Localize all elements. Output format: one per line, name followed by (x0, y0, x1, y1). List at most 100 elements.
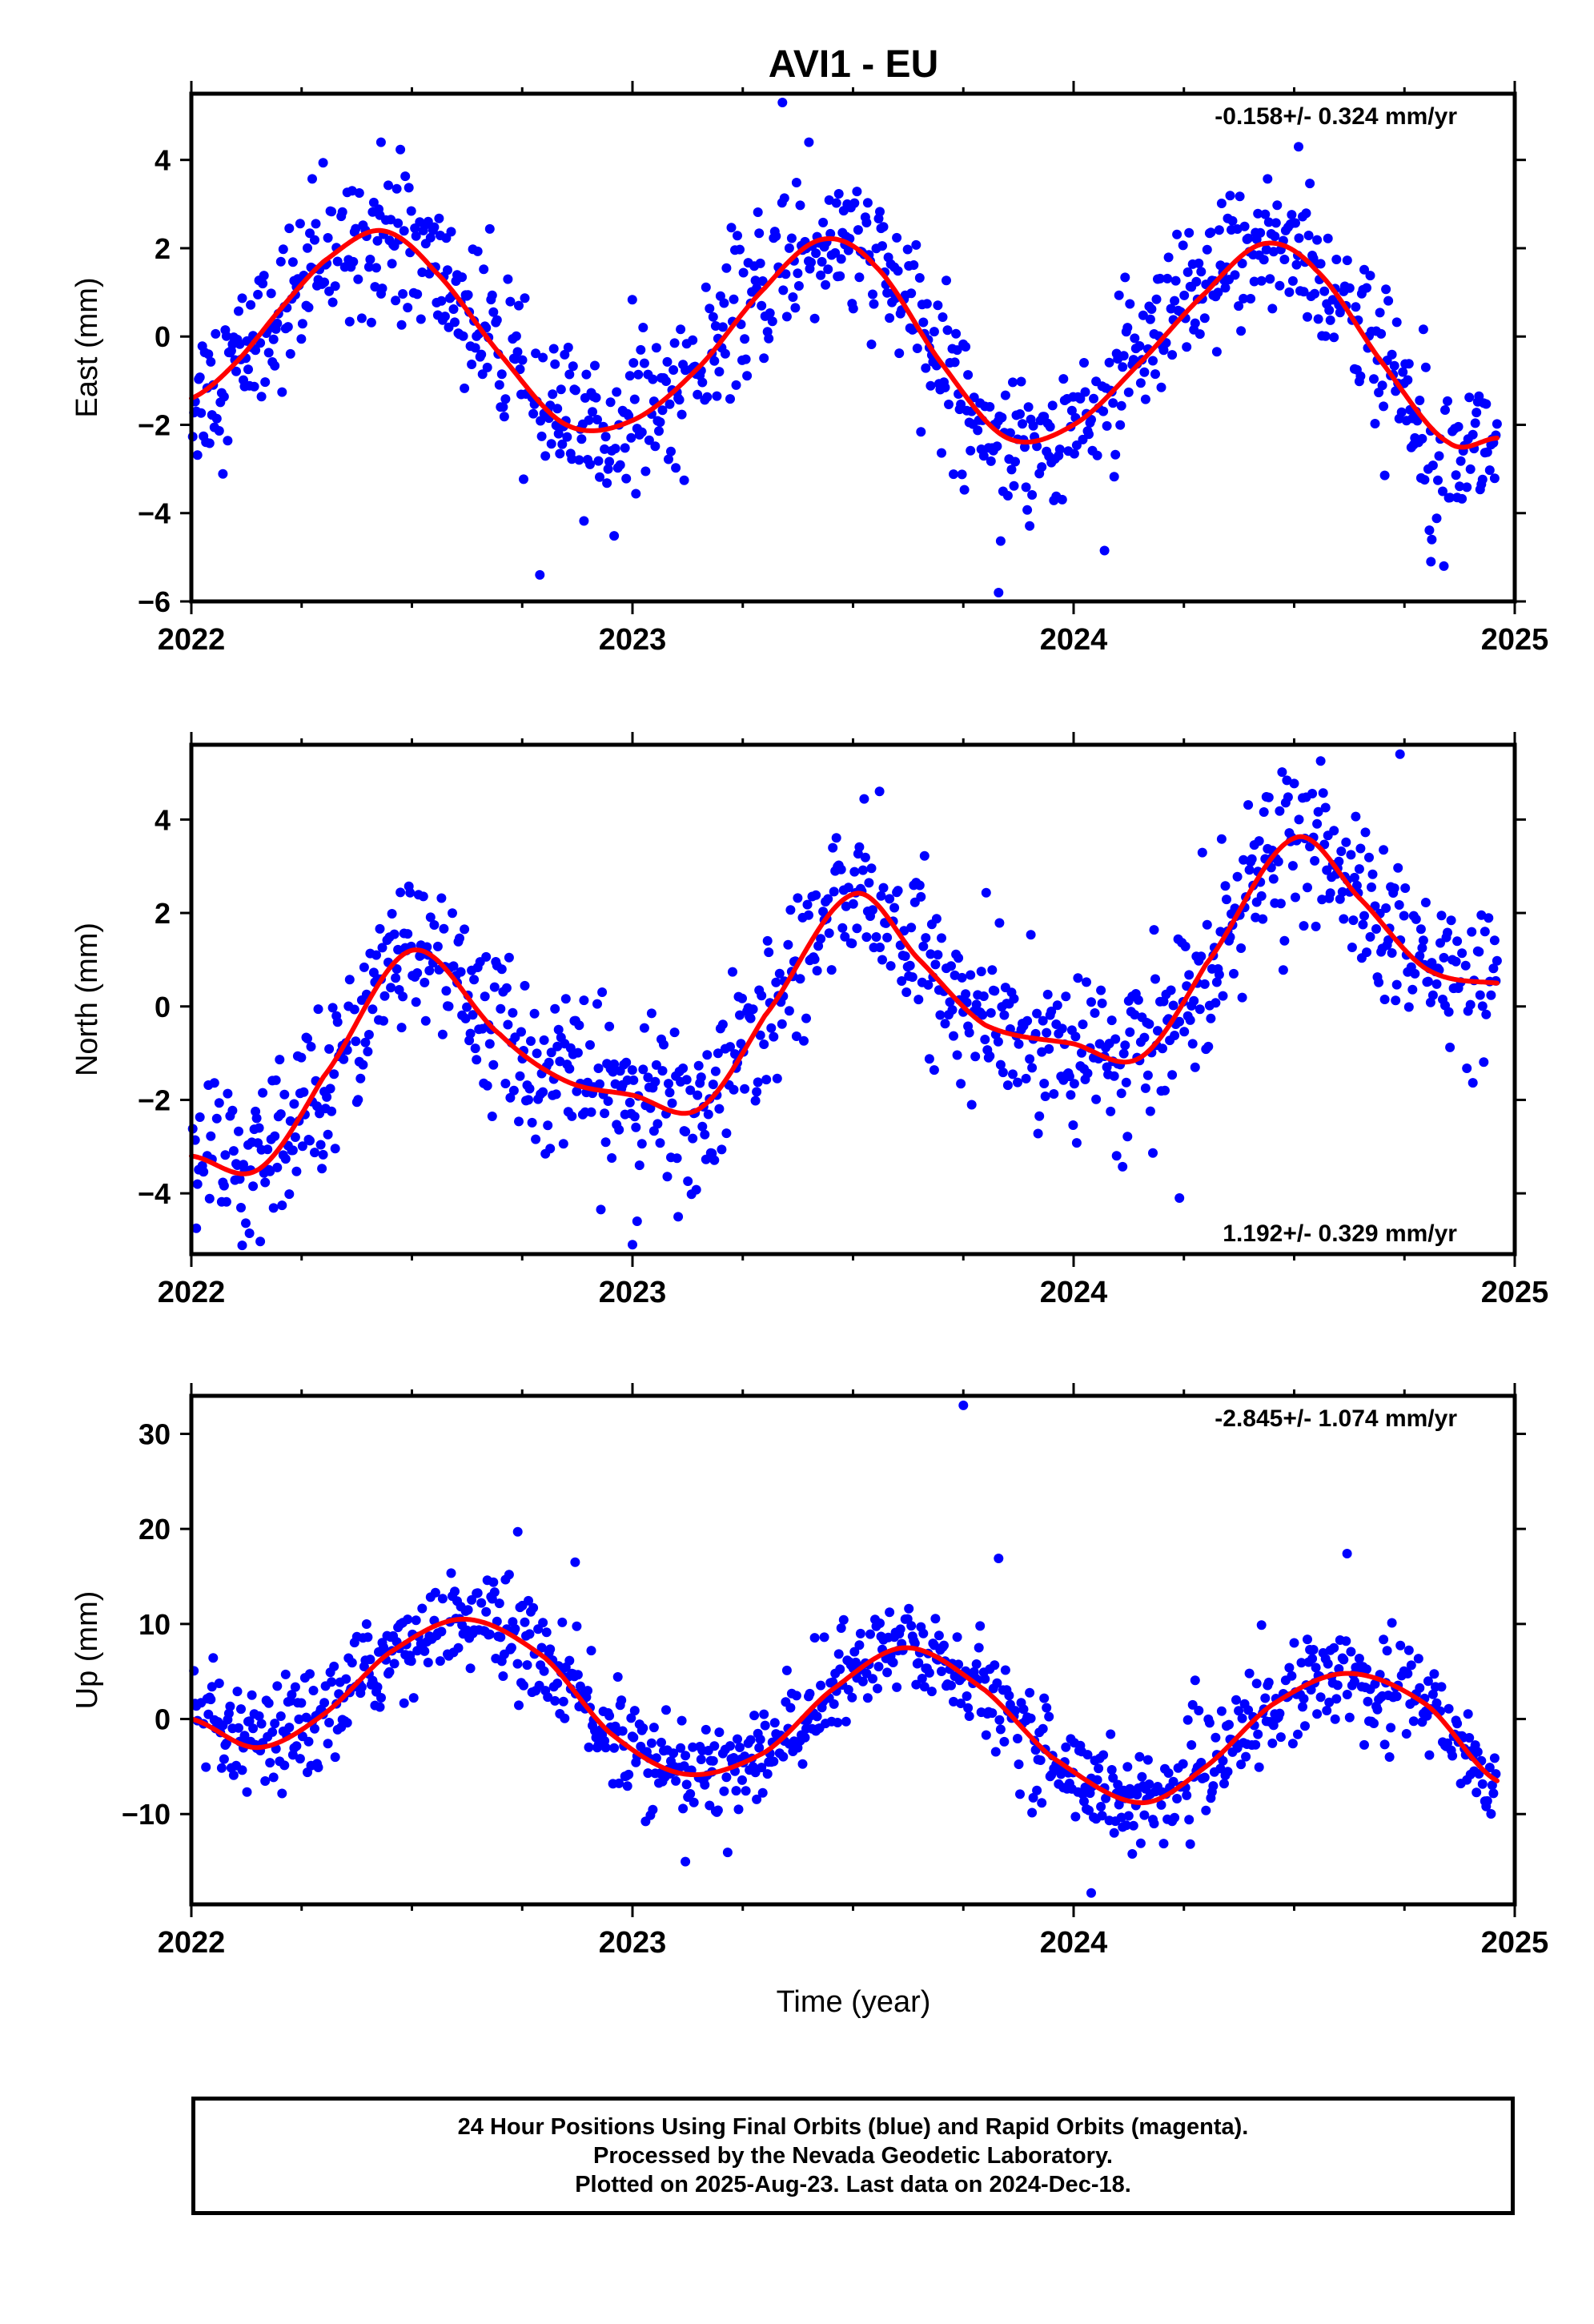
up-data-point (1025, 1687, 1035, 1698)
up-data-point (1219, 1779, 1229, 1789)
north-data-point (791, 1031, 801, 1041)
up-data-point (930, 1614, 941, 1624)
north-data-point (1411, 914, 1421, 924)
east-data-point (1075, 393, 1086, 404)
north-data-point (1040, 1092, 1050, 1101)
up-data-point (624, 1769, 634, 1779)
north-data-point (772, 1073, 782, 1084)
up-data-point (1486, 1809, 1496, 1819)
east-data-point (1415, 396, 1425, 405)
north-data-point (636, 1139, 647, 1149)
north-data-point (930, 959, 941, 970)
east-data-point (702, 392, 713, 402)
east-data-point (1387, 349, 1397, 360)
north-data-point (305, 1136, 315, 1146)
up-data-point (759, 1709, 769, 1719)
north-data-point (1078, 1019, 1088, 1030)
up-data-point (467, 1594, 477, 1605)
east-data-point (662, 356, 673, 367)
north-data-point (1477, 1001, 1488, 1011)
north-data-point (952, 1050, 962, 1060)
up-data-point (463, 1605, 473, 1615)
east-data-point (1492, 419, 1502, 429)
north-data-point (1391, 979, 1402, 990)
up-data-point (1267, 1738, 1278, 1748)
up-data-point (829, 1699, 839, 1709)
north-data-point (1320, 802, 1331, 813)
north-data-point (375, 923, 385, 934)
up-data-point (498, 1671, 508, 1681)
east-data-point (472, 246, 483, 256)
north-data-point (703, 1109, 713, 1120)
north-data-point (412, 968, 423, 978)
north-data-point (468, 1010, 478, 1020)
east-data-point (1489, 473, 1500, 484)
north-data-point (802, 899, 813, 910)
up-data-point (472, 1588, 483, 1598)
north-data-point (387, 909, 397, 919)
east-data-point (1427, 460, 1438, 471)
up-data-point (1218, 1755, 1228, 1766)
north-data-point (439, 923, 449, 934)
east-data-point (1359, 264, 1369, 275)
east-data-point (669, 338, 680, 348)
north-data-point (1145, 1106, 1155, 1116)
north-data-point (945, 997, 955, 1007)
up-data-point (267, 1727, 278, 1737)
east-data-point (603, 464, 613, 474)
east-data-point (570, 385, 580, 396)
east-data-point (1025, 521, 1035, 531)
north-data-point (297, 1141, 307, 1152)
up-data-point (962, 1691, 972, 1701)
east-data-point (894, 348, 905, 359)
up-data-point (1395, 1640, 1406, 1651)
up-data-point (1234, 1706, 1244, 1716)
north-data-point (843, 883, 853, 893)
north-data-point (1362, 947, 1371, 958)
north-data-point (551, 1089, 561, 1100)
east-data-point (214, 426, 224, 436)
up-data-point (242, 1787, 252, 1797)
east-data-point (1310, 288, 1320, 299)
north-data-point (469, 975, 480, 985)
up-data-point (1018, 1704, 1029, 1715)
east-data-point (476, 349, 487, 360)
up-data-point (1362, 1664, 1371, 1675)
north-data-point (918, 941, 929, 951)
east-data-point (1010, 456, 1020, 467)
up-data-point (417, 1603, 428, 1614)
up-data-point (221, 1738, 231, 1748)
up-data-point (430, 1587, 440, 1598)
north-data-point (673, 1212, 684, 1222)
north-data-point (228, 1146, 239, 1156)
east-data-point (604, 456, 615, 467)
east-data-point (969, 392, 979, 403)
east-data-point (1109, 472, 1119, 482)
north-data-point (1144, 1019, 1154, 1029)
up-data-point (519, 1680, 528, 1691)
east-data-point (1362, 283, 1371, 293)
north-data-point (248, 1181, 259, 1192)
north-data-point (391, 973, 401, 983)
east-data-point (327, 207, 337, 217)
north-data-point (691, 1184, 701, 1195)
north-data-point (299, 1087, 309, 1097)
up-data-point (917, 1674, 927, 1683)
up-data-point (617, 1726, 628, 1736)
up-data-point (934, 1630, 944, 1641)
north-data-point (1484, 913, 1494, 923)
up-data-point (797, 1759, 808, 1769)
east-data-point (285, 348, 295, 359)
east-data-point (1365, 271, 1375, 281)
east-data-point (1305, 179, 1315, 189)
north-data-point (632, 1216, 642, 1226)
north-data-point (279, 1089, 290, 1100)
north-data-point (1259, 807, 1269, 817)
north-data-point (284, 1189, 295, 1200)
north-data-point (954, 953, 964, 963)
north-data-point (272, 1162, 283, 1172)
east-data-point (995, 536, 1006, 546)
north-outlier-point (1395, 749, 1405, 759)
east-data-point (1016, 376, 1026, 387)
east-data-point (719, 298, 729, 308)
